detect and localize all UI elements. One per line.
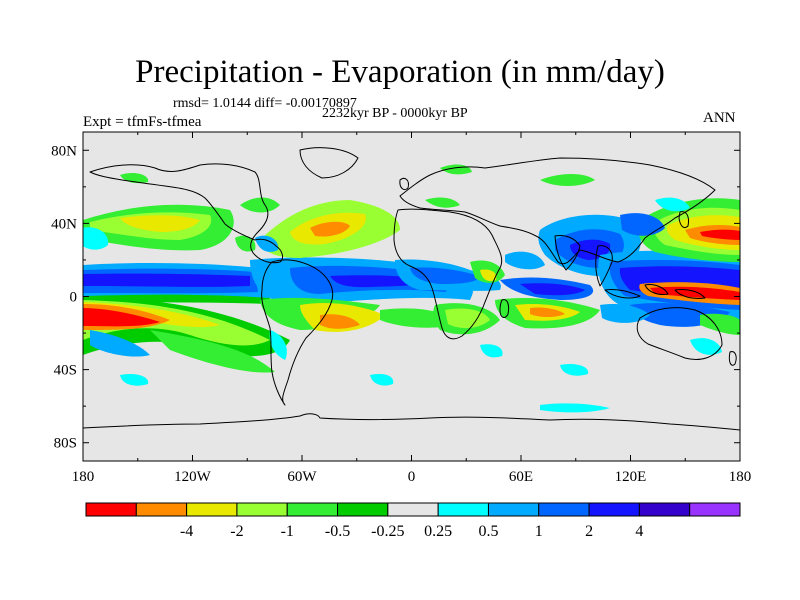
arabian-sea-wet (505, 251, 545, 270)
colorbar-label: -4 (180, 523, 193, 540)
colorbar-swatch (387, 502, 439, 517)
axis-ticks: 80N 40N 0 40S 80S 180 120W 60W 0 60E 120E 180 (51, 132, 751, 485)
colorbar: -4 -2 -1 -0.5 -0.25 0.25 0.5 1 2 4 (85, 502, 741, 540)
south-ocean-wet-2 (370, 374, 394, 386)
mediterranean-green (425, 197, 460, 208)
lon-tick-label: 180 (729, 469, 752, 485)
colorbar-swatch (487, 502, 540, 517)
lon-tick-label: 120E (615, 469, 647, 485)
japan-sea-wet (655, 197, 690, 212)
south-indian-wet (600, 304, 650, 323)
indonesia-coast (604, 284, 706, 299)
south-america-south-wet (269, 330, 287, 360)
indian-ocean-equator-deep (520, 283, 585, 296)
colorbar-swatch (286, 502, 339, 517)
colorbar-label: -2 (230, 523, 243, 540)
central-pacific-dry-red (83, 308, 160, 327)
north-atlantic-high-lat-green (240, 197, 280, 213)
north-america-coast (89, 163, 284, 264)
greenland-coast (299, 147, 359, 179)
colorbar-label: 2 (585, 523, 593, 540)
south-atlantic-dry-orange (320, 314, 360, 329)
antarctica-coast (83, 413, 740, 431)
colorbar-swatch (186, 502, 238, 517)
madagascar-coast (499, 299, 510, 318)
lon-tick-label: 120W (174, 469, 212, 485)
indochina-coast (595, 245, 613, 287)
japan-coast (678, 211, 689, 229)
colorbar-label: 1 (535, 523, 543, 540)
east-africa-dry-yellow (480, 269, 497, 282)
south-ocean-wet-3 (480, 344, 503, 358)
colorbar-swatch (135, 502, 188, 517)
siberia-green (540, 174, 595, 186)
colorbar-label: 0.5 (478, 523, 498, 540)
tasman-wet (690, 338, 722, 355)
africa-coast (393, 208, 503, 340)
colorbar-label: 0.25 (424, 523, 452, 540)
antarctic-coast-wet (540, 403, 610, 413)
india-monsoon-core (570, 239, 611, 260)
south-ocean-wet-4 (560, 364, 589, 376)
colorbar-swatch (437, 502, 489, 517)
north-atlantic-dry-core (310, 221, 350, 237)
caribbean-wet (255, 235, 279, 252)
lat-tick-label: 80N (51, 143, 77, 159)
west-pacific-equator-dry-red (650, 286, 740, 300)
colorbar-label: -0.25 (371, 523, 404, 540)
lat-tick-label: 80S (54, 436, 77, 452)
south-pacific-band-green (150, 330, 275, 373)
colorbar-swatch (638, 502, 691, 517)
colorbar-label: -0.5 (325, 523, 350, 540)
lon-tick-label: 0 (408, 469, 416, 485)
colorbar-swatch (236, 502, 288, 517)
map-field (83, 132, 740, 461)
british-isles-coast (399, 177, 409, 191)
south-america-coast (261, 259, 334, 406)
lon-tick-label: 60E (509, 469, 533, 485)
season-label: ANN (703, 110, 736, 126)
colorbar-label: 4 (635, 523, 643, 540)
lon-tick-label: 180 (72, 469, 95, 485)
lat-tick-label: 40N (51, 216, 77, 232)
north-pacific-west-wet (83, 227, 109, 250)
stats-line: rmsd= 1.0144 diff= -0.00170897 (173, 96, 357, 111)
experiment-label: Expt = tfmFs-tfmea (83, 114, 202, 130)
new-zealand-coast (728, 351, 737, 366)
coastlines (83, 147, 740, 431)
colorbar-swatch (85, 502, 137, 517)
period-label: 2232kyr BP - 0000kyr BP (322, 106, 468, 121)
colorbar-swatch (689, 502, 741, 517)
australia-coast (636, 307, 723, 360)
colorbar-swatch (588, 502, 640, 517)
pacific-itcz-band-core (83, 273, 250, 287)
lat-tick-label: 0 (70, 290, 78, 306)
colorbar-label: -1 (281, 523, 294, 540)
nw-pacific-dry-red (700, 229, 740, 240)
colorbar-swatch (538, 502, 590, 517)
colorbar-swatch (337, 502, 389, 517)
east-asia-wet (620, 213, 665, 236)
lon-tick-label: 60W (287, 469, 317, 485)
south-ocean-wet-1 (120, 374, 149, 386)
india-coast (554, 235, 581, 271)
south-africa-dry-yellow (445, 308, 490, 329)
north-pacific-dry-yellow (120, 215, 200, 232)
indian-ocean-south-dry-core (530, 307, 565, 317)
figure-title: Precipitation - Evaporation (in mm/day) (135, 54, 665, 90)
europe-asia-coast (399, 157, 716, 265)
lat-tick-label: 40S (54, 363, 77, 379)
south-pacific-wet-blue (90, 330, 150, 357)
